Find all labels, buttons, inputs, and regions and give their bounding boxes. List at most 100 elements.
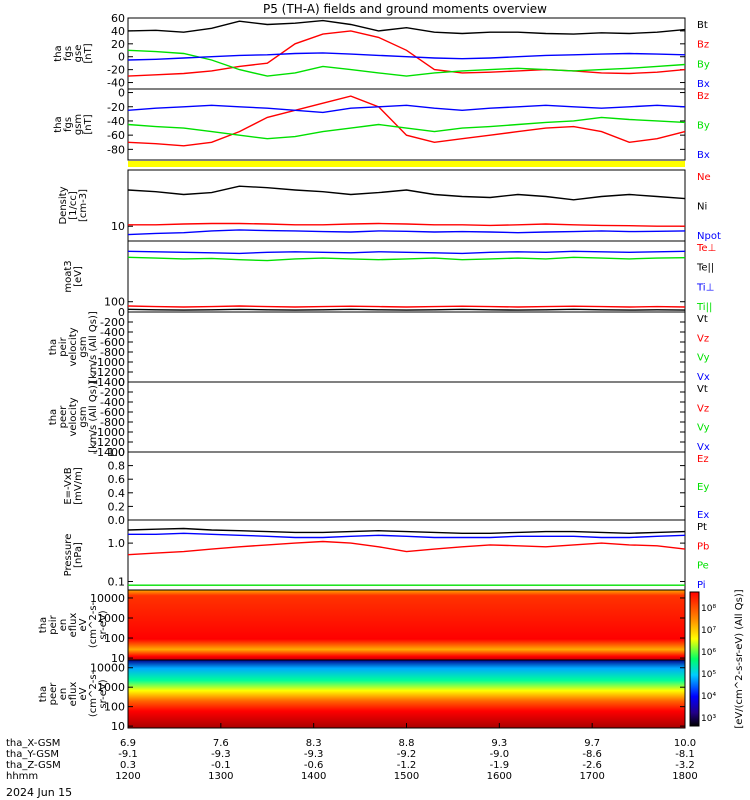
x-row-value: -9.3 [211,749,231,760]
y-axis-label: [cm-3] [78,189,89,222]
legend-entry: Vx [697,372,710,383]
y-tick-label: 10 [111,720,125,733]
y-axis-label: eV [78,618,89,631]
x-row-value: -9.2 [397,749,417,760]
legend-entry: Bt [697,20,708,31]
series-line-red [128,222,685,227]
y-tick-label: 0.0 [108,514,126,527]
series-line-green [127,116,686,140]
x-row-value: 1600 [487,771,512,782]
legend-entry: Bx [697,79,710,90]
x-row-value: -9.1 [118,749,138,760]
x-row-value: -8.1 [675,749,695,760]
y-tick-label: -60 [107,129,125,142]
y-tick-label: 0.4 [108,487,126,500]
legend-entry: Pt [697,522,707,533]
legend-entry: Vz [697,403,709,414]
x-row-value: -0.1 [211,760,231,771]
x-row-label: tha_Z-GSM [6,760,61,771]
y-tick-label: 1.0 [108,537,126,550]
y-tick-label: -20 [107,64,125,77]
y-axis-label: [nPa] [73,542,84,568]
y-tick-label: 0 [118,51,125,64]
legend-entry: Vy [697,353,710,364]
series-line-red [127,30,686,77]
series-line-black [127,185,686,201]
y-axis-label: peir [48,614,59,634]
panel-frame [127,88,686,161]
series-line-black [127,19,686,35]
x-row-value: -0.6 [304,760,324,771]
y-tick-label: -800 [100,416,125,429]
x-axis-table: 2024 Jun 15 tha_X-GSM 6.9 7.6 8.3 8.8 9.3 9.7 1… [6,723,698,799]
y-axis-label: sr-eV) [98,679,109,708]
y-axis-label: velocity [68,397,79,436]
y-tick-label: -1400 [93,376,125,389]
x-row-value: -9.3 [304,749,324,760]
y-axis-label: [eV] [73,266,84,287]
y-tick-label: -600 [100,336,125,349]
series-line-green [127,256,686,262]
series-line-blue [127,250,686,255]
legend-entry: Vy [697,423,710,434]
y-axis-label: tha [38,617,49,633]
colorbar-tick-label: 10⁸ [701,604,716,614]
legend-entry: By [697,121,710,132]
y-tick-label: -400 [100,326,125,339]
y-tick-label: -400 [100,396,125,409]
y-tick-label: 100 [104,632,125,645]
y-axis-label: tha [48,409,59,425]
y-tick-label: 1000 [97,612,125,625]
y-axis-label: peer [58,405,69,429]
y-axis-label: [nT] [83,114,94,134]
y-tick-label: 10000 [90,662,125,675]
y-tick-label: -200 [100,386,125,399]
series-line-blue [127,52,686,61]
legend-entry: By [697,59,710,70]
x-row-value: 1500 [394,771,419,782]
y-axis-label: en [58,688,69,701]
legend-entry: Ti⊥ [696,282,714,293]
legend-entry: Bz [697,91,709,102]
legend-entry: Vt [697,384,708,395]
y-tick-label: 0.8 [108,460,126,473]
y-tick-label: 1.0 [108,446,126,459]
x-row-value: 7.6 [213,738,229,749]
x-row-value: 1400 [301,771,326,782]
legend-entry: Npot [697,231,721,242]
x-row-value: 10.0 [674,738,696,749]
legend-entry: Bz [697,40,709,51]
x-row-value: 1700 [579,771,604,782]
y-tick-label: 60 [111,12,125,25]
y-axis-label: [mV/m] [73,467,84,505]
colorbar [689,591,700,727]
colorbar-tick-label: 10⁴ [701,692,716,702]
x-row-value: 9.7 [584,738,600,749]
x-row-value: 9.3 [491,738,507,749]
y-axis-label: eV [78,687,89,700]
y-axis-label: moat3 [63,260,74,292]
y-axis-label: tha [48,339,59,355]
legend-entry: Pi [697,580,706,591]
x-row-value: 8.8 [399,738,415,749]
legend-entry: Vx [697,442,710,453]
y-tick-label: -20 [107,101,125,114]
y-axis-label: fgs [63,46,74,61]
series-line-red [127,95,686,147]
x-row-label: tha_Y-GSM [6,749,59,760]
x-row-value: 1200 [115,771,140,782]
series-line-blue [127,104,686,114]
x-row-value: 0.3 [120,760,136,771]
panel-9: 10000 1000 100 10 tha peir en eflux eV (cm^2-s-sr… [38,589,686,665]
x-row-value: -9.0 [490,749,510,760]
panel-4: 100 moat3 [eV] Te⊥ Te|| Ti⊥ Ti|| [63,240,716,313]
y-tick-label: 100 [104,701,125,714]
series-line-blue [127,229,686,236]
y-tick-label: 0.2 [108,500,126,513]
series-line-red [127,540,686,556]
panel-frame [127,381,686,453]
spectrogram [128,660,685,728]
